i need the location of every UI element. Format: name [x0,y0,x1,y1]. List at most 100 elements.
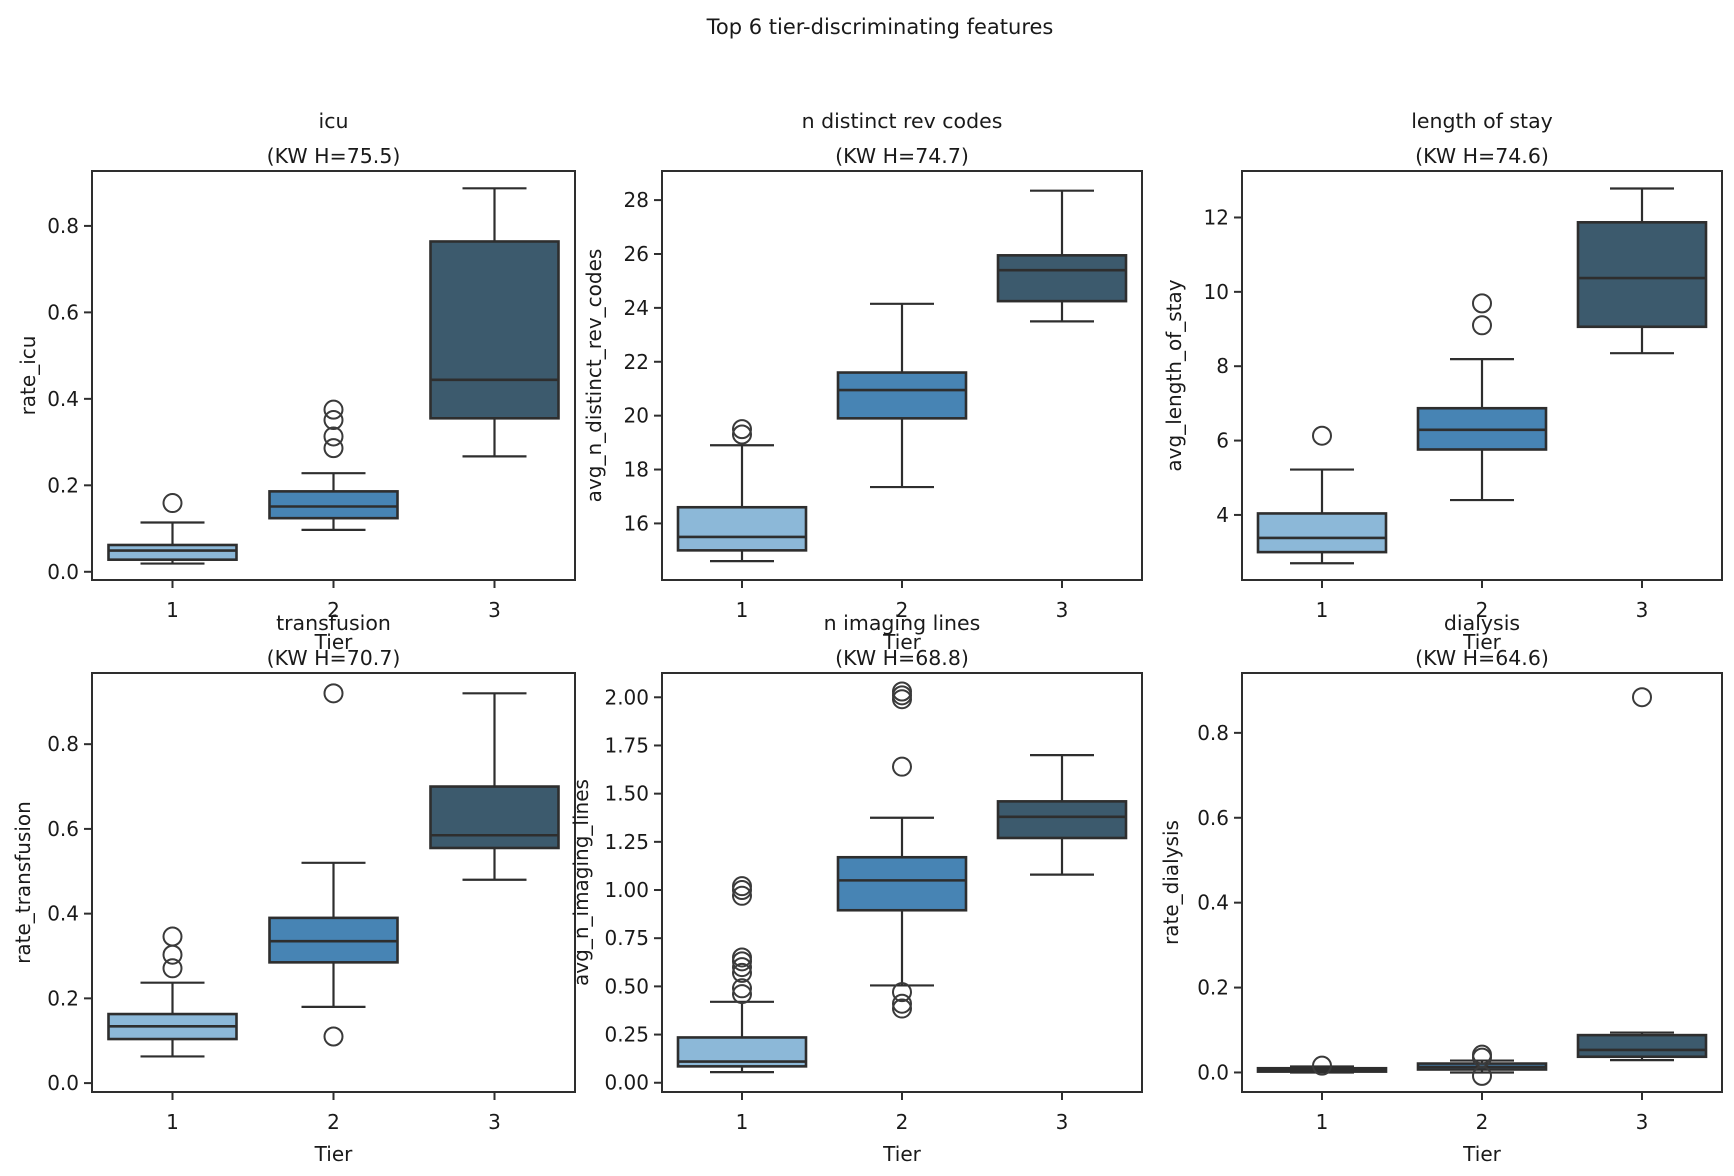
y-tick-label: 0.0 [1197,1060,1229,1084]
tier-3-box [429,785,560,850]
x-tick-label: 1 [736,598,749,622]
tier-2-box [836,371,968,420]
subplot-subtitle: (KW H=68.8) [835,646,969,670]
tier-3-box [1576,1033,1708,1059]
y-tick-label: 0.2 [47,473,79,497]
y-tick-label: 0.00 [604,1071,649,1095]
x-axis-label: Tier [314,630,353,654]
x-tick-label: 1 [1316,598,1329,622]
x-axis-label: Tier [882,630,921,654]
tier-1-outlier [732,962,752,983]
tier-3-box [429,240,560,420]
y-tick-label: 22 [624,350,649,374]
tier-3-box [1576,221,1708,329]
y-tick-label: 0.2 [1197,976,1229,1000]
axes-frame [1241,672,1723,1093]
y-tick-label: 0.0 [47,560,79,584]
y-tick-label: 28 [624,188,649,212]
x-tick-label: 2 [1476,598,1489,622]
y-tick-label: 1.50 [604,782,649,806]
subplot-title: length of stay [1411,109,1553,133]
y-tick-label: 0.6 [47,300,79,324]
y-tick-label: 0.75 [604,926,649,950]
y-tick-label: 1.00 [604,878,649,902]
y-tick-label: 6 [1216,429,1229,453]
tier-2-outlier [323,399,344,420]
tier-3-box [996,254,1128,303]
subplot-subtitle: (KW H=74.6) [1415,144,1549,168]
y-tick-label: 0.4 [47,387,79,411]
y-tick-label: 18 [624,458,649,482]
tier-1-outlier [162,958,183,979]
subplot-title: icu [319,109,349,133]
x-tick-label: 2 [896,598,909,622]
subplot-subtitle: (KW H=70.7) [267,646,401,670]
y-tick-label: 26 [624,242,649,266]
subplot-icu: icu (KW H=75.5) 0.0 0.2 0.4 0.6 0.8 1 2 3 Tier rate… [16,109,576,654]
x-tick-label: 2 [1476,1110,1489,1134]
subplot-subtitle: (KW H=74.7) [835,144,969,168]
y-tick-label: 1.25 [604,830,649,854]
y-tick-label: 1.75 [604,733,649,757]
tier-3-outlier [1632,687,1652,708]
tier-2-outlier [892,681,912,702]
subplot-n-distinct-rev-codes: n distinct rev codes(KW H=74.7)161820222… [582,109,1143,654]
y-tick-label: 0.25 [604,1023,649,1047]
tier-2-outlier [323,410,344,431]
tier-1-outlier [732,957,752,978]
y-tick-label: 10 [1204,280,1229,304]
y-tick-label: 0.8 [1197,721,1229,745]
tier-1-outlier [732,947,752,968]
x-tick-label: 3 [1056,598,1069,622]
tier-2-box [268,490,399,520]
y-axis-label: avg_length_of_stay [1162,279,1186,471]
y-tick-label: 16 [624,511,649,535]
tier-1-box [676,505,808,552]
tier-1-outlier [162,926,183,947]
x-axis-label: Tier [882,1142,921,1166]
tier-2-outlier [323,438,344,459]
y-axis-label: rate_icu [16,336,40,416]
y-tick-label: 0.4 [47,902,79,926]
tier-2-outlier [1472,315,1492,336]
x-axis-label: Tier [1462,630,1501,654]
x-axis-label: Tier [314,1142,353,1166]
figure-title: Top 6 tier-discriminating features [706,15,1054,39]
y-tick-label: 2.00 [604,685,649,709]
tier-1-outlier [732,419,752,440]
x-tick-label: 3 [1636,598,1649,622]
subplot-title: n distinct rev codes [802,109,1003,133]
tier-2-outlier [892,993,912,1014]
x-tick-label: 2 [327,598,340,622]
y-tick-label: 4 [1216,503,1229,527]
y-tick-label: 0.50 [604,974,649,998]
tier-2-outlier [892,998,912,1019]
tier-2-outlier [323,683,344,704]
tier-2-outlier [892,756,912,777]
tier-1-box [1256,512,1388,554]
x-tick-label: 3 [1056,1110,1069,1134]
x-tick-label: 2 [896,1110,909,1134]
x-tick-label: 1 [166,1110,179,1134]
x-tick-label: 1 [166,598,179,622]
subplot-transfusion: transfusion (KW H=70.7) 0.0 0.2 0.4 0.6 0.8 1 2 3… [11,611,576,1166]
x-tick-label: 1 [736,1110,749,1134]
y-tick-label: 8 [1216,354,1229,378]
tier-2-outlier [1472,1044,1492,1065]
y-tick-label: 0.4 [1197,891,1229,915]
y-tick-label: 0.0 [47,1071,79,1095]
tier-1-box [107,543,238,561]
y-axis-label: rate_transfusion [11,801,35,964]
subplot-dialysis: dialysis (KW H=64.6) 0.0 0.2 0.4 0.6 0.8 1 2 3 Tie… [1159,611,1723,1166]
tier-1-outlier [1312,1055,1332,1076]
y-tick-label: 20 [624,404,649,428]
tier-1-outlier [732,978,752,999]
tier-1-outlier [1312,425,1332,446]
x-tick-label: 3 [488,598,501,622]
x-tick-label: 3 [488,1110,501,1134]
tier-2-outlier [323,426,344,447]
tier-1-outlier [732,876,752,897]
tier-1-outlier [732,424,752,445]
